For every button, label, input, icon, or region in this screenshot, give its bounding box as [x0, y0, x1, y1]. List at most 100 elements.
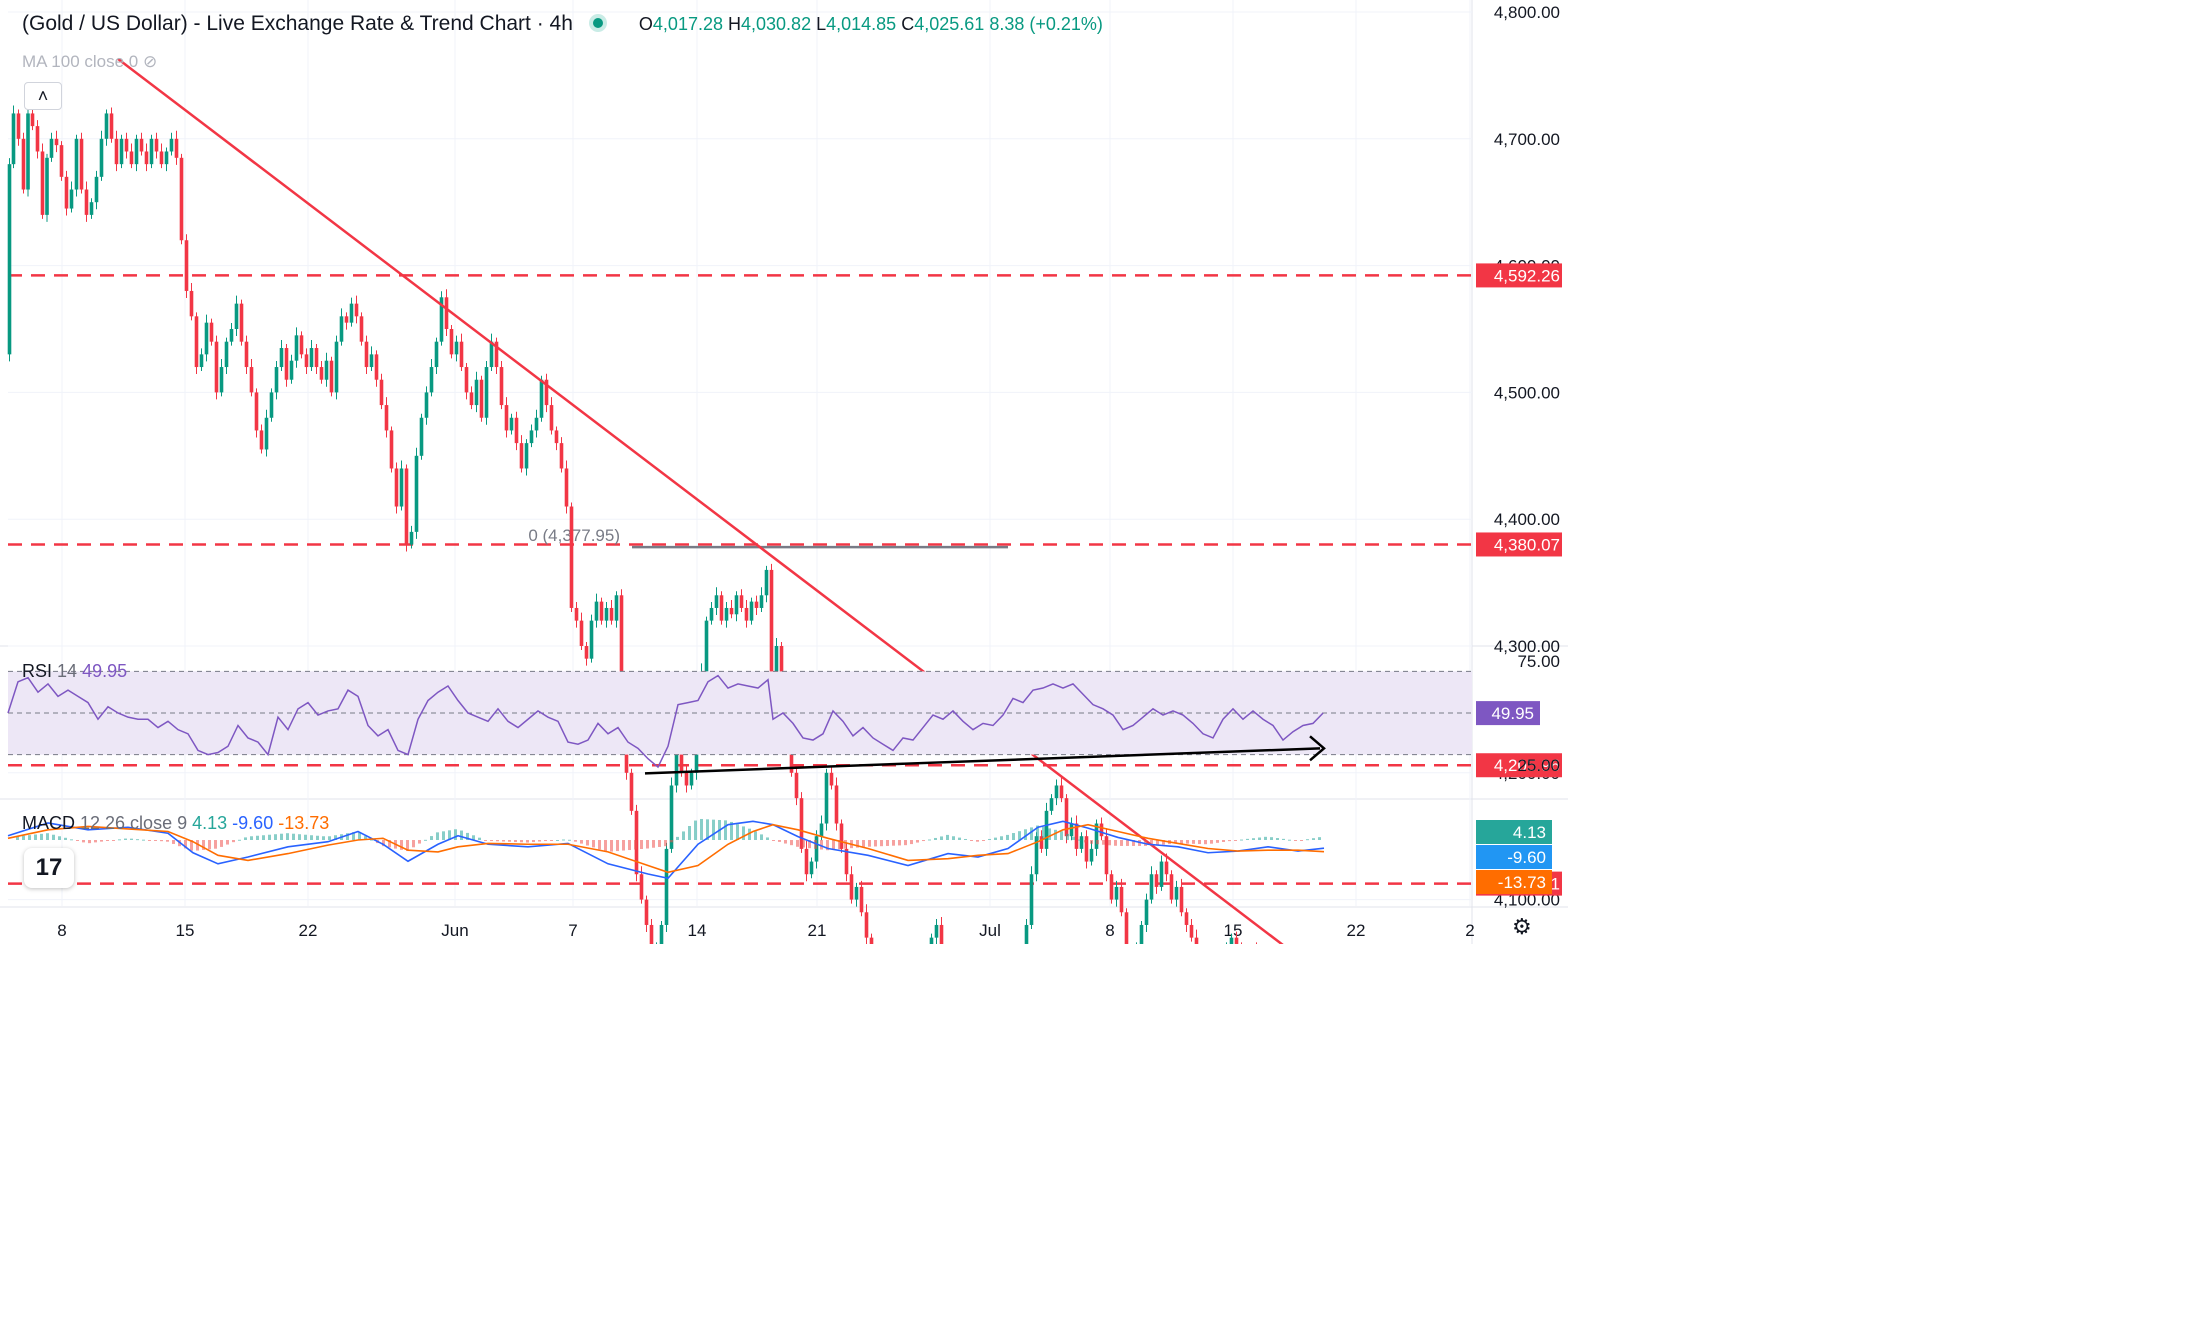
macd-histogram-bar [994, 837, 997, 840]
macd-histogram-bar [208, 840, 211, 850]
macd-histogram-bar [970, 840, 973, 841]
macd-histogram-bar [334, 835, 337, 840]
candle-body [114, 138, 119, 165]
macd-histogram-bar [892, 840, 895, 846]
macd-histogram-bar [766, 837, 769, 840]
chart-canvas[interactable]: 8 15 22 Jun 7 14 21 Jul 8 15 22 24,800.004,700.004,… [0, 0, 1568, 944]
candle-body [164, 151, 169, 165]
macd-legend[interactable]: MACD 12 26 close 9 4.13 -9.60 -13.73 [22, 813, 329, 834]
macd-histogram-bar [268, 834, 271, 840]
candle-body [45, 157, 49, 215]
macd-histogram-bar [1156, 840, 1159, 846]
candle-body [589, 620, 594, 659]
candle-body [1109, 874, 1114, 900]
candle-body [439, 297, 444, 342]
macd-histogram-bar [1150, 840, 1153, 846]
macd-histogram-bar [298, 834, 301, 840]
candle-body [599, 601, 604, 621]
macd-histogram-bar [826, 840, 829, 851]
rsi-value-tag [1476, 701, 1540, 726]
candle-body [714, 595, 719, 608]
macd-histogram-bar [238, 839, 241, 841]
low-value: 4,014.85 [826, 14, 897, 34]
x-tick-label: 15 [1224, 921, 1243, 940]
candle-body [1169, 874, 1174, 900]
macd-histogram-bar [514, 840, 517, 843]
macd-signal-value: -13.73 [278, 813, 330, 833]
macd-histogram-bar [190, 840, 193, 851]
y-tick-label: 4,300.00 [1494, 637, 1560, 656]
candle-body [834, 785, 839, 824]
macd-histogram-bar [1306, 839, 1309, 841]
macd-histogram-bar [1318, 837, 1321, 840]
macd-histogram-bar [1066, 833, 1069, 840]
macd-histogram-bar [556, 840, 559, 841]
rsi-legend[interactable]: RSI 14 49.95 [22, 661, 127, 682]
x-tick-label: 22 [299, 921, 318, 940]
ma-legend[interactable]: MA 100 close 0 ⊘ [22, 52, 157, 72]
macd-histogram-bar [898, 840, 901, 846]
candle-body [49, 138, 54, 158]
candle-body [1079, 836, 1084, 849]
change-value: 8.38 (+0.21%) [989, 14, 1103, 34]
macd-histogram-bar [1204, 840, 1207, 845]
macd-histogram-bar [322, 836, 325, 840]
tradingview-logo[interactable]: 17 [24, 848, 74, 888]
rsi-name: RSI [22, 661, 53, 681]
macd-histogram-bar [562, 839, 565, 841]
candle-body [1114, 886, 1119, 900]
eye-hidden-icon[interactable]: ⊘ [142, 52, 158, 71]
candle-body [16, 113, 21, 139]
candle-body [1054, 785, 1059, 799]
candle-body [1024, 924, 1029, 944]
candle-body [394, 468, 399, 507]
macd-histogram-bar [1258, 837, 1261, 840]
candle-body [574, 607, 579, 621]
macd-histogram-bar [64, 837, 67, 840]
candle-body [719, 595, 724, 621]
candle-body [104, 113, 109, 139]
candle-body [309, 348, 314, 368]
macd-value-tag [1476, 820, 1552, 844]
macd-histogram-bar [904, 840, 907, 846]
macd-histogram-bar [352, 832, 355, 840]
candle-body [429, 367, 434, 393]
macd-histogram-bar [88, 840, 91, 844]
candle-body [264, 417, 269, 450]
macd-name: MACD [22, 813, 75, 833]
market-open-icon [592, 18, 603, 29]
candle-body [739, 595, 744, 608]
candle-body [99, 138, 104, 177]
collapse-legend-button[interactable]: ˄ [24, 82, 62, 110]
candle-body [639, 874, 644, 900]
macd-histogram-bar [688, 826, 691, 840]
candle-body [414, 455, 419, 532]
macd-histogram-bar [34, 834, 37, 840]
candle-body [1124, 912, 1129, 944]
candle-body [629, 772, 634, 811]
macd-histogram-bar [754, 831, 757, 840]
candle-body [26, 113, 30, 190]
macd-histogram-bar [472, 835, 475, 840]
candle-body [214, 341, 219, 393]
open-label: O [638, 14, 653, 34]
macd-histogram-bar [640, 840, 643, 850]
macd-histogram-bar [784, 840, 787, 844]
macd-histogram-bar [172, 840, 175, 844]
macd-histogram-bar [454, 829, 457, 840]
ohlc-readout: O4,017.28 H4,030.82 L4,014.85 C4,025.61 … [639, 14, 1103, 34]
candle-body [1154, 874, 1159, 887]
candle-body [794, 772, 799, 799]
macd-histogram-bar [220, 840, 223, 847]
macd-histogram-bar [928, 839, 931, 841]
macd-histogram-bar [256, 835, 259, 840]
candle-body [349, 303, 354, 323]
candle-body [544, 379, 549, 406]
candle-body [579, 620, 584, 646]
macd-histogram-bar [502, 840, 505, 842]
candle-body [754, 601, 759, 608]
chart-title: (Gold / US Dollar) - Live Exchange Rate … [22, 12, 573, 35]
candle-body [1234, 937, 1239, 944]
candle-body [1069, 823, 1074, 837]
settings-icon[interactable]: ⚙ [1512, 914, 1532, 939]
